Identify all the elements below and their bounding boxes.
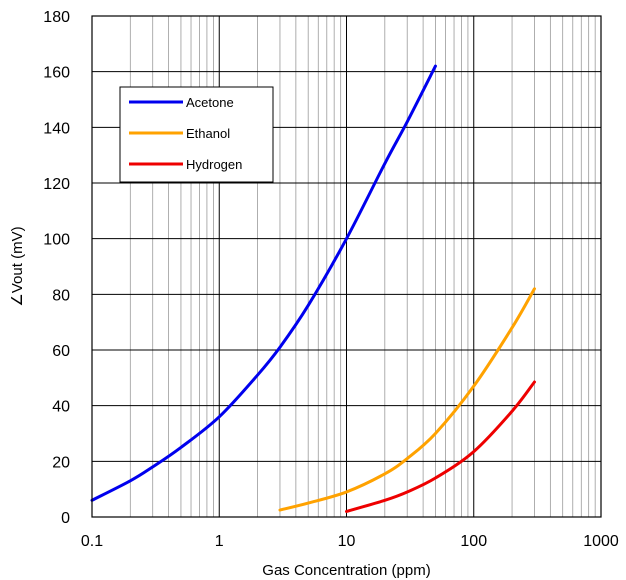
series-layer: [90, 64, 536, 513]
y-tick-label: 180: [43, 9, 70, 26]
y-tick-label: 20: [52, 454, 70, 471]
series-line-ethanol: [278, 287, 536, 512]
series-line-hydrogen: [345, 380, 536, 513]
y-tick-label: 80: [52, 287, 70, 304]
legend: Acetone Ethanol Hydrogen: [119, 86, 274, 183]
y-axis-title: ∠Vout (mV): [9, 226, 26, 306]
legend-label-ethanol: Ethanol: [186, 126, 230, 141]
y-tick-label: 40: [52, 399, 70, 416]
y-tick-label: 120: [43, 176, 70, 193]
y-tick-labels: 0 20 40 60 80 100 120 140 160 180: [43, 9, 70, 527]
plot-frame: [91, 15, 602, 518]
y-tick-label: 140: [43, 120, 70, 137]
y-tick-label: 60: [52, 343, 70, 360]
legend-label-hydrogen: Hydrogen: [186, 157, 242, 172]
x-tick-labels: 0.1 1 10 100 1000: [81, 533, 619, 550]
x-tick-label: 1000: [583, 533, 619, 550]
legend-label-acetone: Acetone: [186, 95, 234, 110]
y-tick-label: 100: [43, 232, 70, 249]
x-tick-label: 1: [215, 533, 224, 550]
y-tick-label: 160: [43, 65, 70, 82]
series-line-acetone: [90, 64, 437, 502]
x-tick-label: 100: [460, 533, 487, 550]
y-tick-label: 0: [61, 510, 70, 527]
x-tick-label: 0.1: [81, 533, 103, 550]
x-tick-label: 10: [338, 533, 356, 550]
x-axis-title: Gas Concentration (ppm): [262, 562, 430, 579]
